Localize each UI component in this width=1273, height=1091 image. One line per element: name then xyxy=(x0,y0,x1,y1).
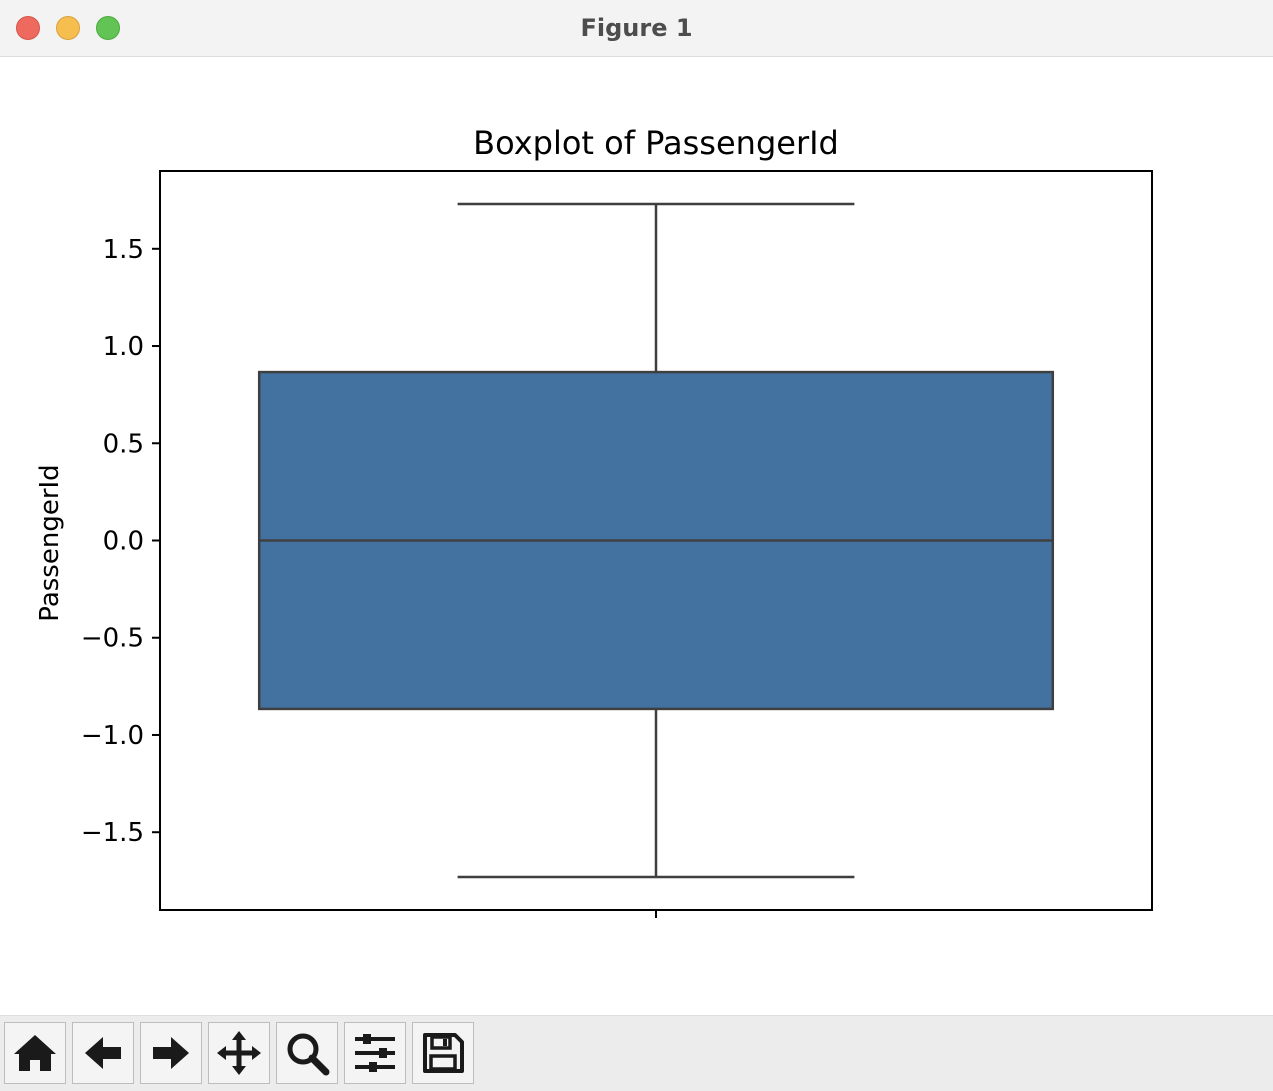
arrow-left-icon xyxy=(85,1037,121,1069)
magnifier-icon xyxy=(287,1033,330,1076)
plot-frame xyxy=(159,170,1153,911)
y-tick-label: −0.5 xyxy=(81,624,144,654)
y-tick-label: −1.0 xyxy=(81,721,144,751)
floppy-disk-icon xyxy=(423,1033,464,1073)
y-tick-label: 1.5 xyxy=(103,235,144,265)
window-title: Figure 1 xyxy=(580,14,693,42)
minimize-window-button[interactable] xyxy=(56,16,80,40)
title-bar: Figure 1 xyxy=(0,0,1273,57)
navigation-toolbar xyxy=(0,1015,1273,1091)
boxplot-chart: Boxplot of PassengerId PassengerId −1.5 −… xyxy=(35,124,1153,918)
y-tick-label: 0.5 xyxy=(103,429,144,459)
back-button[interactable] xyxy=(72,1022,134,1084)
y-tick-label: 1.0 xyxy=(103,332,144,362)
configure-subplots-button[interactable] xyxy=(344,1022,406,1084)
chart-title: Boxplot of PassengerId xyxy=(473,124,839,162)
arrow-right-icon xyxy=(153,1037,189,1069)
pan-button[interactable] xyxy=(208,1022,270,1084)
zoom-button[interactable] xyxy=(276,1022,338,1084)
close-window-button[interactable] xyxy=(16,16,40,40)
home-icon xyxy=(14,1035,56,1071)
forward-button[interactable] xyxy=(140,1022,202,1084)
move-icon xyxy=(217,1031,261,1075)
figure-canvas: Boxplot of PassengerId PassengerId −1.5 −… xyxy=(0,57,1273,1015)
y-tick-label: −1.5 xyxy=(81,818,144,848)
y-axis-label: PassengerId xyxy=(35,464,65,621)
save-button[interactable] xyxy=(412,1022,474,1084)
home-button[interactable] xyxy=(4,1022,66,1084)
sliders-icon xyxy=(355,1034,395,1072)
y-tick-label: 0.0 xyxy=(103,527,144,557)
maximize-window-button[interactable] xyxy=(96,16,120,40)
